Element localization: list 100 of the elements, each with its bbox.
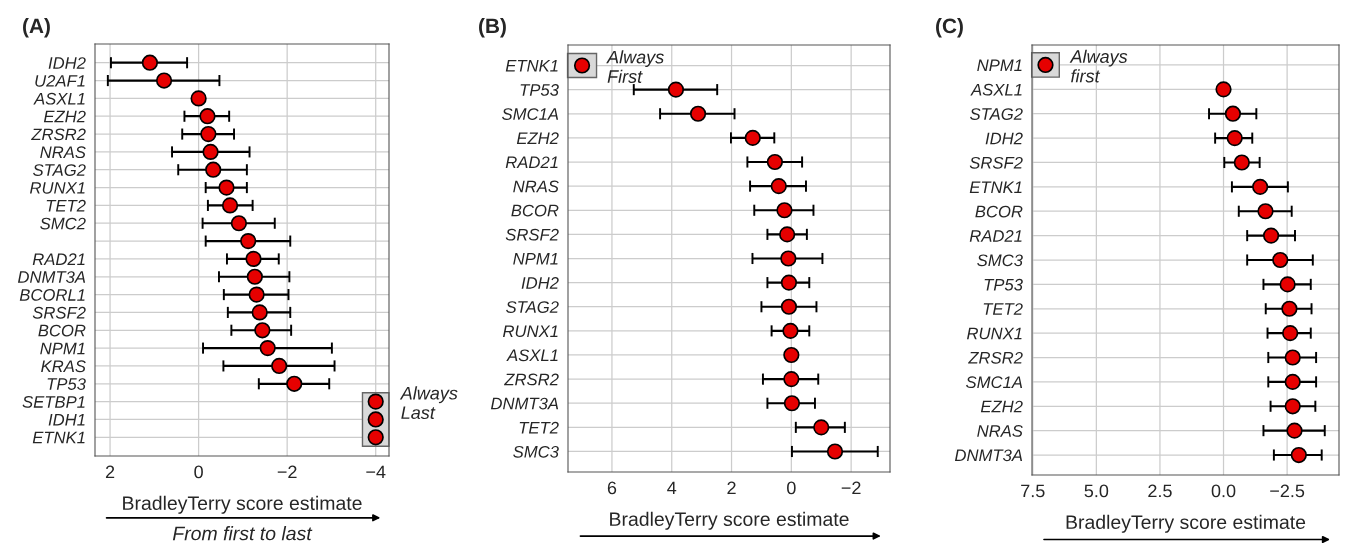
x-tick-label: −2.5 (1270, 484, 1305, 498)
y-tick-label: TP53 (520, 84, 559, 96)
point (780, 274, 798, 291)
y-tick-label: ETNK1 (969, 181, 1022, 193)
x-tick-label: 4 (667, 481, 677, 495)
point (230, 215, 248, 232)
y-tick-label: SMC1A (502, 108, 559, 120)
y-tick-label: U2AF1 (35, 74, 85, 87)
point (1284, 373, 1301, 391)
point (779, 226, 796, 243)
y-tick-label: BCOR (511, 204, 559, 217)
y-tick-label: KRAS (41, 360, 86, 373)
chart-title: (A) (23, 18, 50, 38)
y-tick-label: ZRSR2 (968, 351, 1023, 364)
point (1290, 446, 1307, 464)
x-tick-label: 0 (787, 481, 796, 495)
point (199, 108, 216, 125)
annotation: Always first (1069, 49, 1128, 83)
point (667, 81, 685, 98)
point (1279, 276, 1296, 293)
point (1272, 251, 1289, 269)
point (780, 250, 797, 267)
point (1233, 154, 1250, 171)
text: From first to last (172, 526, 313, 541)
y-tick-label: NRAS (40, 146, 86, 159)
y-tick-label: NRAS (977, 425, 1023, 437)
y-tick-label: TP53 (984, 278, 1023, 291)
point (826, 443, 844, 460)
point (155, 72, 173, 89)
y-tick-label: ETNK1 (505, 60, 558, 72)
point (783, 395, 801, 412)
y-tick-label: DNMT3A (17, 271, 86, 283)
y-tick-label: SMC3 (513, 445, 559, 458)
x-tick-label: 6 (607, 481, 617, 495)
x-tick-label: 2.5 (1148, 484, 1172, 498)
y-tick-label: BCOR (38, 324, 86, 337)
x-axis-title: BradleyTerry score estimate (610, 511, 849, 530)
y-tick-label: RAD21 (505, 156, 558, 169)
y-tick-label: DNMT3A (954, 449, 1023, 462)
y-tick-label: SMC1A (966, 376, 1023, 389)
x-axis-title: BradleyTerry score estimate (123, 495, 362, 514)
x-axis-title: BradleyTerry score estimate (1066, 514, 1306, 533)
point (218, 179, 235, 196)
point (200, 125, 217, 143)
y-tick-label: ZRSR2 (31, 128, 86, 141)
y-tick-label: TET2 (983, 303, 1023, 315)
text: Always Last (399, 386, 458, 420)
y-tick-label: RUNX1 (29, 182, 85, 194)
y-tick-label: RUNX1 (502, 325, 558, 338)
y-tick-label: IDH2 (521, 277, 559, 289)
y-tick-label: ASXL1 (33, 92, 85, 105)
point (254, 322, 271, 339)
point (1215, 81, 1232, 98)
chart-title: (B) (479, 18, 506, 38)
x-tick-label: 0.0 (1211, 484, 1236, 498)
point (286, 375, 303, 392)
y-tick-label: BCOR (975, 205, 1023, 218)
point (202, 143, 219, 161)
y-tick-label: STAG2 (970, 108, 1023, 120)
y-tick-label: BCORL1 (19, 288, 85, 301)
y-tick-label: TP53 (47, 378, 86, 390)
y-tick-label: ETNK1 (32, 431, 85, 444)
point (1284, 349, 1301, 366)
point (1224, 105, 1242, 122)
x-tick-label: 7.5 (1021, 484, 1045, 498)
y-tick-label: ZRSR2 (504, 373, 559, 386)
point (1284, 398, 1301, 415)
y-tick-label: TET2 (519, 421, 559, 434)
point (367, 393, 384, 410)
point (813, 419, 830, 436)
y-tick-label: STAG2 (506, 301, 559, 313)
point (205, 161, 222, 178)
point (251, 304, 268, 321)
point (780, 298, 798, 315)
y-tick-label: SMC3 (977, 254, 1023, 267)
point (248, 286, 265, 303)
y-tick-label: SRSF2 (505, 228, 559, 241)
x-tick-label: 5.0 (1084, 484, 1109, 498)
point (246, 268, 263, 285)
point (221, 197, 239, 214)
y-tick-label: SETBP1 (22, 396, 85, 408)
y-tick-label: NPM1 (977, 59, 1022, 72)
point (782, 322, 799, 339)
point (1286, 422, 1303, 439)
point (1252, 178, 1269, 195)
point (1226, 129, 1243, 147)
point (689, 105, 707, 122)
y-tick-label: TET2 (46, 199, 86, 212)
y-tick-label: STAG2 (33, 164, 86, 176)
point (141, 54, 159, 71)
y-tick-label: IDH2 (48, 57, 86, 69)
point (744, 129, 761, 146)
x-tick-label: 0 (194, 465, 203, 479)
point (240, 232, 257, 250)
point (190, 90, 207, 107)
point (783, 371, 800, 388)
y-tick-label: EZH2 (980, 400, 1023, 413)
y-tick-label: EZH2 (43, 110, 86, 123)
x-tick-label: −2 (841, 481, 861, 495)
point (259, 339, 276, 357)
